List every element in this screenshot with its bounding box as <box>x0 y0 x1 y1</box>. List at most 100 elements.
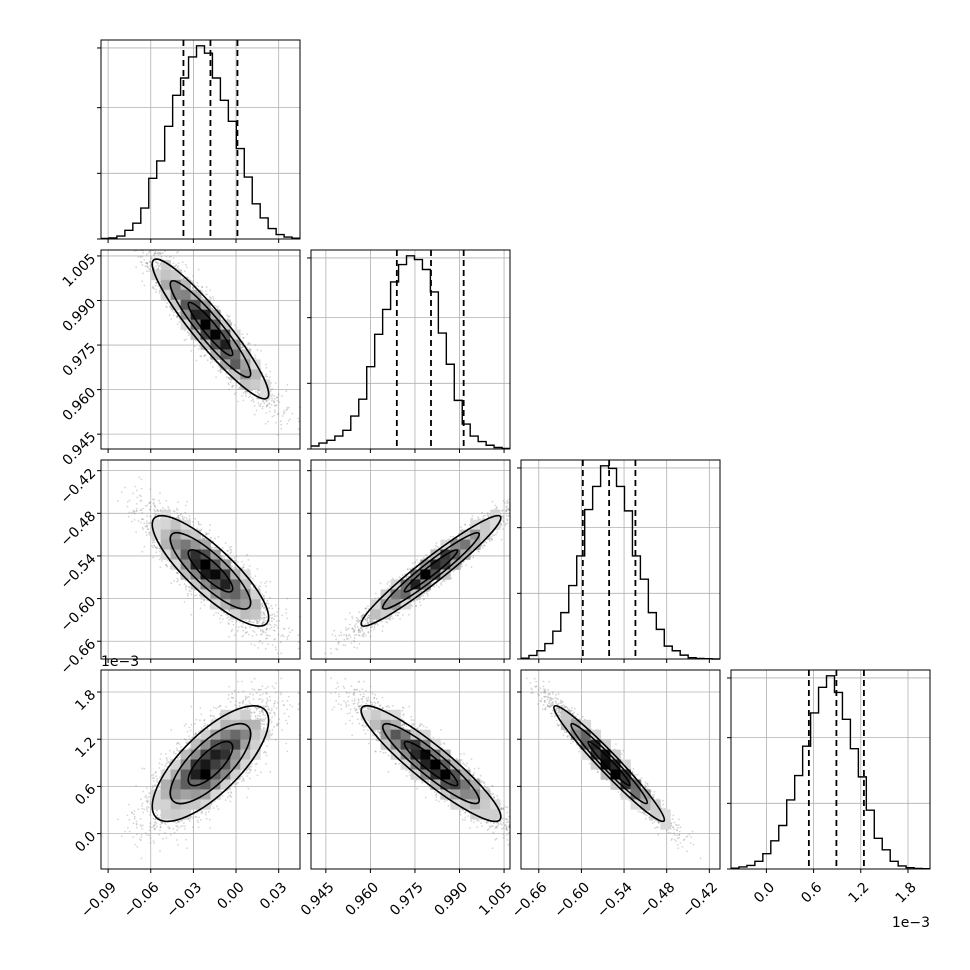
scatter-point <box>183 339 186 341</box>
scatter-point <box>281 415 284 417</box>
scatter-point <box>216 308 219 310</box>
scatter-point <box>252 400 255 403</box>
scatter-point <box>262 618 265 621</box>
scatter-point <box>165 306 168 309</box>
scatter-point <box>254 357 257 359</box>
scatter-point <box>244 394 247 397</box>
scatter-point <box>181 261 184 264</box>
scatter-point <box>278 401 281 404</box>
scatter-point <box>270 403 273 406</box>
scatter-point <box>262 400 265 403</box>
scatter-point <box>173 311 176 314</box>
scatter-point <box>253 404 256 407</box>
scatter-point <box>160 255 163 258</box>
scatter-point <box>171 268 173 270</box>
scatter-point <box>191 286 194 289</box>
scatter-point <box>148 270 151 273</box>
scatter-point <box>146 262 149 265</box>
scatter-point <box>266 404 268 407</box>
scatter-point <box>252 398 255 401</box>
scatter-point <box>217 365 220 367</box>
scatter-point <box>297 428 300 430</box>
scatter-point <box>288 406 290 409</box>
scatter-point <box>161 252 164 255</box>
scatter-point <box>226 376 228 379</box>
scatter-point <box>264 422 267 425</box>
scatter-point <box>242 399 245 402</box>
scatter-point <box>172 262 175 265</box>
scatter-point <box>269 370 272 373</box>
scatter-point <box>143 258 146 261</box>
scatter-point <box>209 361 212 364</box>
scatter-point <box>180 271 183 274</box>
scatter-point <box>149 257 152 260</box>
scatter-point <box>251 389 253 392</box>
scatter-point <box>165 255 168 258</box>
scatter-point <box>146 262 149 265</box>
scatter-point <box>254 344 257 346</box>
scatter-point <box>250 399 253 402</box>
scatter-point <box>258 389 261 392</box>
scatter-point <box>283 411 286 414</box>
scatter-point <box>159 502 161 505</box>
scatter-point <box>157 268 160 270</box>
scatter-point <box>277 393 280 396</box>
scatter-point <box>280 423 283 426</box>
scatter-point <box>177 265 180 267</box>
scatter-point <box>165 305 168 308</box>
scatter-point <box>280 428 283 430</box>
scatter-point <box>255 391 257 393</box>
scatter-point <box>212 295 214 298</box>
scatter-point <box>286 383 289 386</box>
scatter-point <box>244 390 247 393</box>
scatter-point <box>151 286 154 289</box>
scatter-point <box>142 272 145 275</box>
scatter-point <box>274 397 276 400</box>
scatter-point <box>297 417 300 420</box>
scatter-point <box>182 278 185 280</box>
scatter-point <box>265 412 267 414</box>
scatter-point <box>279 420 282 423</box>
scatter-point <box>196 281 199 284</box>
scatter-point <box>277 434 279 436</box>
scatter-point <box>273 401 275 403</box>
scatter-point <box>157 267 160 270</box>
scatter-point <box>156 261 159 264</box>
scatter-point <box>206 293 209 296</box>
scatter-point <box>285 390 288 393</box>
scatter-point <box>273 401 276 404</box>
scatter-point <box>174 265 177 268</box>
scatter-point <box>271 393 274 396</box>
scatter-point <box>200 355 203 357</box>
scatter-point <box>170 255 172 258</box>
scatter-point <box>267 420 269 423</box>
scatter-point <box>181 277 184 279</box>
scatter-point <box>175 251 178 254</box>
scatter-point <box>227 315 230 318</box>
scatter-point <box>228 388 231 391</box>
scatter-point <box>144 265 147 267</box>
scatter-point <box>142 252 145 254</box>
scatter-point <box>269 376 271 378</box>
scatter-point <box>145 261 147 264</box>
scatter-point <box>228 377 231 379</box>
scatter-point <box>186 331 189 333</box>
scatter-point <box>194 345 196 348</box>
scatter-point <box>147 251 150 254</box>
scatter-point <box>139 256 142 259</box>
scatter-point <box>155 265 158 268</box>
scatter-point <box>195 359 198 362</box>
scatter-point <box>237 400 239 403</box>
scatter-point <box>235 555 238 558</box>
scatter-point <box>291 412 294 415</box>
scatter-point <box>269 580 272 583</box>
scatter-point <box>201 285 204 288</box>
scatter-point <box>190 593 193 596</box>
scatter-point <box>187 331 189 334</box>
scatter-point <box>135 266 138 269</box>
scatter-point <box>289 418 291 420</box>
scatter-point <box>251 396 254 399</box>
scatter-point <box>269 406 271 409</box>
scatter-point <box>273 409 276 412</box>
